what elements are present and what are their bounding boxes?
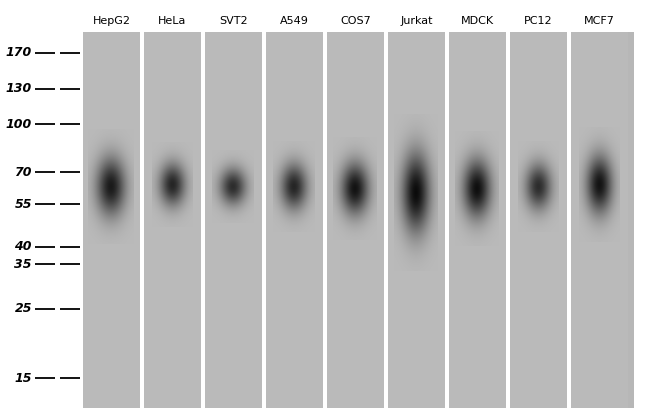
Text: 130: 130 [6,82,32,95]
Text: 170: 170 [6,46,32,59]
Text: MDCK: MDCK [461,16,494,26]
Text: HepG2: HepG2 [92,16,131,26]
Text: COS7: COS7 [340,16,371,26]
Text: 70: 70 [14,166,32,178]
Text: 100: 100 [6,117,32,130]
Text: A549: A549 [280,16,309,26]
Text: SVT2: SVT2 [219,16,248,26]
Text: PC12: PC12 [524,16,552,26]
Text: 55: 55 [14,197,32,211]
Text: HeLa: HeLa [159,16,187,26]
Text: Jurkat: Jurkat [400,16,433,26]
Text: MCF7: MCF7 [584,16,615,26]
Text: 25: 25 [14,303,32,316]
Text: 40: 40 [14,240,32,253]
Text: 35: 35 [14,257,32,270]
Text: 15: 15 [14,372,32,385]
